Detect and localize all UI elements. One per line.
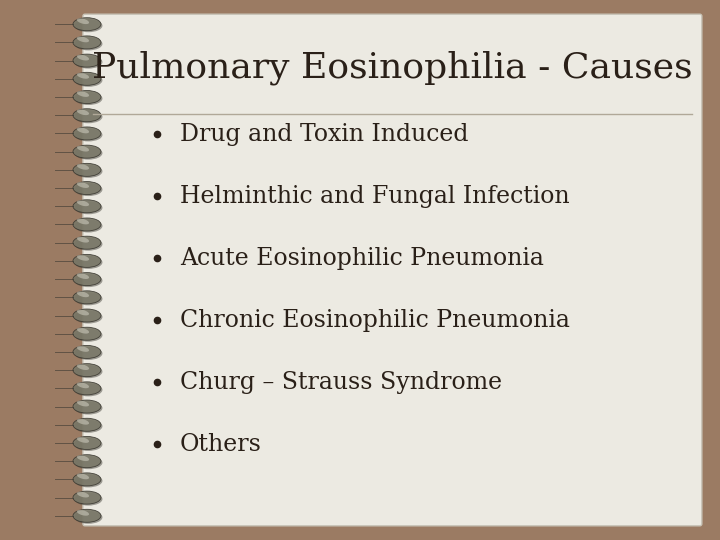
Ellipse shape (74, 365, 102, 378)
Ellipse shape (74, 310, 102, 323)
Ellipse shape (73, 109, 101, 122)
Ellipse shape (73, 327, 101, 340)
Ellipse shape (74, 492, 102, 505)
Ellipse shape (73, 291, 101, 304)
Ellipse shape (73, 54, 101, 67)
Ellipse shape (77, 127, 89, 133)
Text: Pulmonary Eosinophilia - Causes: Pulmonary Eosinophilia - Causes (92, 51, 693, 85)
Ellipse shape (74, 56, 102, 69)
Text: Churg – Strauss Syndrome: Churg – Strauss Syndrome (180, 370, 502, 394)
Ellipse shape (74, 183, 102, 196)
Ellipse shape (74, 402, 102, 415)
Ellipse shape (74, 219, 102, 233)
Ellipse shape (77, 73, 89, 79)
Ellipse shape (77, 492, 89, 497)
Ellipse shape (73, 363, 101, 376)
Ellipse shape (77, 382, 89, 388)
Ellipse shape (77, 437, 89, 443)
Ellipse shape (73, 236, 101, 249)
Ellipse shape (77, 328, 89, 334)
Ellipse shape (74, 383, 102, 396)
Ellipse shape (77, 255, 89, 261)
Ellipse shape (73, 200, 101, 213)
Ellipse shape (77, 55, 89, 60)
Ellipse shape (73, 273, 101, 286)
Text: Helminthic and Fungal Infection: Helminthic and Fungal Infection (180, 185, 570, 208)
Ellipse shape (73, 455, 101, 468)
Ellipse shape (74, 420, 102, 433)
Ellipse shape (73, 18, 101, 31)
Ellipse shape (77, 146, 89, 152)
FancyBboxPatch shape (83, 14, 702, 526)
Ellipse shape (77, 219, 89, 225)
Ellipse shape (77, 292, 89, 297)
Ellipse shape (73, 254, 101, 267)
Text: Drug and Toxin Induced: Drug and Toxin Induced (180, 123, 469, 146)
Text: Others: Others (180, 433, 262, 456)
Ellipse shape (74, 201, 102, 214)
Ellipse shape (73, 218, 101, 231)
Ellipse shape (74, 329, 102, 342)
Ellipse shape (77, 37, 89, 42)
Ellipse shape (73, 400, 101, 413)
Ellipse shape (74, 110, 102, 123)
Ellipse shape (77, 182, 89, 188)
Ellipse shape (77, 455, 89, 461)
Ellipse shape (77, 164, 89, 170)
Ellipse shape (73, 164, 101, 177)
Ellipse shape (73, 382, 101, 395)
Ellipse shape (77, 364, 89, 370)
Ellipse shape (73, 418, 101, 431)
Ellipse shape (77, 346, 89, 352)
Ellipse shape (73, 309, 101, 322)
Ellipse shape (73, 436, 101, 449)
Ellipse shape (73, 346, 101, 359)
Ellipse shape (77, 18, 89, 24)
Ellipse shape (74, 347, 102, 360)
Ellipse shape (74, 37, 102, 50)
Ellipse shape (77, 474, 89, 480)
Ellipse shape (73, 473, 101, 486)
Ellipse shape (77, 109, 89, 115)
Ellipse shape (73, 491, 101, 504)
Ellipse shape (74, 274, 102, 287)
Ellipse shape (77, 401, 89, 407)
Ellipse shape (74, 165, 102, 178)
Text: Acute Eosinophilic Pneumonia: Acute Eosinophilic Pneumonia (180, 247, 544, 269)
Ellipse shape (77, 309, 89, 315)
Ellipse shape (73, 509, 101, 522)
Ellipse shape (73, 181, 101, 194)
Ellipse shape (73, 91, 101, 104)
Ellipse shape (77, 200, 89, 206)
Ellipse shape (74, 19, 102, 32)
Ellipse shape (74, 292, 102, 305)
Ellipse shape (77, 510, 89, 516)
Ellipse shape (74, 238, 102, 251)
Ellipse shape (74, 129, 102, 141)
Ellipse shape (73, 145, 101, 158)
Text: Chronic Eosinophilic Pneumonia: Chronic Eosinophilic Pneumonia (180, 309, 570, 332)
Ellipse shape (77, 419, 89, 424)
Ellipse shape (73, 72, 101, 85)
Ellipse shape (74, 474, 102, 488)
Ellipse shape (77, 273, 89, 279)
Ellipse shape (74, 256, 102, 269)
Ellipse shape (77, 237, 89, 242)
Ellipse shape (74, 74, 102, 87)
Ellipse shape (74, 438, 102, 451)
Ellipse shape (74, 92, 102, 105)
Ellipse shape (73, 36, 101, 49)
Ellipse shape (73, 127, 101, 140)
Ellipse shape (74, 511, 102, 524)
Ellipse shape (74, 456, 102, 469)
Ellipse shape (74, 147, 102, 160)
Ellipse shape (77, 91, 89, 97)
